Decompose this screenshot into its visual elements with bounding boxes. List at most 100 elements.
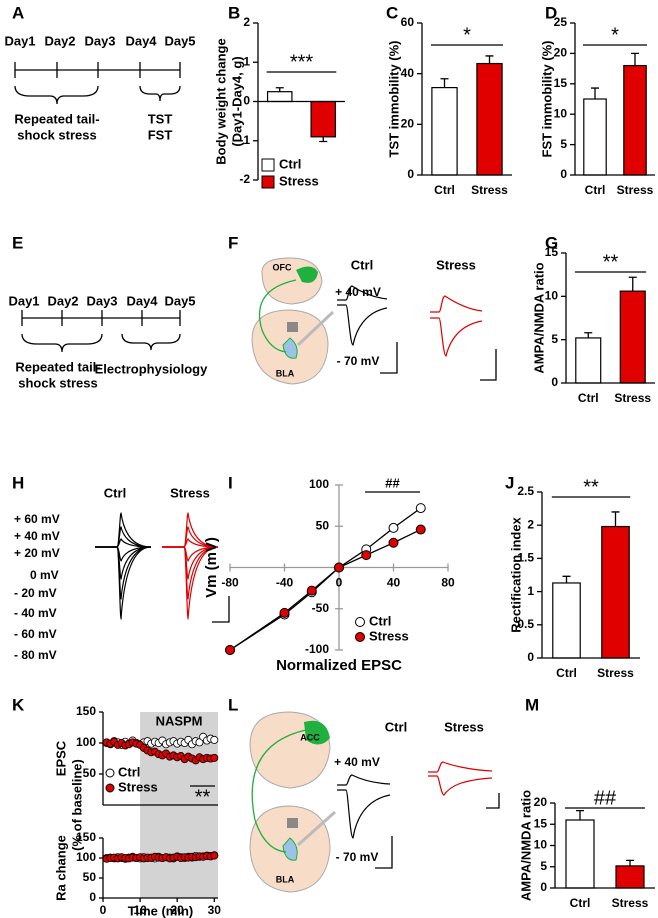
trace	[428, 775, 493, 796]
legend-swatch	[261, 175, 275, 189]
voltage-label: - 40 mV	[14, 606, 57, 620]
marker	[361, 550, 372, 561]
y-axis-label: Vm (mV)	[203, 537, 220, 598]
scale-bar	[486, 793, 500, 809]
brace	[139, 85, 181, 102]
day-label: Day3	[86, 293, 117, 308]
day-label: Day2	[47, 293, 78, 308]
day-label: Day5	[164, 33, 195, 48]
y-tick-label: 2	[243, 15, 250, 29]
bar	[266, 91, 293, 103]
y-tick-label: 0	[560, 167, 567, 181]
brace-label: TST	[148, 111, 173, 126]
panel-label: F	[228, 233, 238, 252]
error-bar	[584, 332, 593, 338]
y-axis-label: Body weight change	[213, 38, 228, 164]
trace	[95, 526, 152, 548]
electrode-holder	[287, 322, 298, 332]
voltage-label: 0 mV	[30, 568, 59, 582]
y-axis-label: Rectification index	[508, 516, 523, 632]
electrode	[296, 310, 335, 347]
region-label: ACC	[300, 732, 320, 742]
panel-label: L	[228, 695, 238, 714]
x-tick-label: Ctrl	[570, 896, 591, 910]
voltage-label: + 40 mV	[334, 755, 380, 769]
y-tick-label: 25	[554, 15, 568, 29]
legend-marker	[355, 617, 365, 627]
error-bar	[626, 859, 634, 866]
error-bar	[485, 55, 494, 64]
shade-label: NASPM	[156, 713, 203, 728]
day-label: Day1	[8, 293, 39, 308]
error-bar	[440, 78, 449, 88]
y-tick-label: 100	[76, 850, 96, 864]
marker	[279, 607, 290, 618]
region-label: BLA	[276, 874, 295, 884]
y-tick-label: 2.5	[517, 484, 534, 498]
brace-label: Repeated tail-	[14, 111, 99, 126]
trace	[95, 512, 152, 548]
error-bar	[562, 575, 571, 583]
x-tick-label: 30	[208, 903, 222, 917]
y-tick-label: 50	[83, 870, 97, 884]
y-tick-label: -2	[239, 172, 250, 186]
significance-label: *	[611, 24, 619, 46]
y-tick-label: 150	[76, 704, 96, 718]
marker	[415, 524, 426, 535]
panel-label: M	[525, 695, 539, 714]
x-tick-label: 20	[171, 903, 185, 917]
voltage-label: - 20 mV	[14, 586, 57, 600]
y-tick-label: 1	[243, 54, 250, 68]
bar	[310, 100, 337, 138]
error-bar	[631, 52, 639, 66]
voltage-label: - 70 mV	[337, 354, 380, 368]
x-axis-label: Normalized EPSC	[276, 657, 402, 674]
trace	[430, 295, 483, 313]
legend-label: Ctrl	[118, 764, 140, 779]
marker	[210, 851, 219, 860]
brace	[121, 333, 181, 351]
x-tick-label: Ctrl	[556, 666, 577, 680]
timeline-e: Day1 Day2 Day3 Day4 Day5 Repeated tail- …	[8, 293, 208, 390]
legend-label: Ctrl	[369, 613, 391, 628]
y-tick-label: 60	[401, 15, 415, 29]
brain-region	[282, 837, 298, 861]
trace	[162, 512, 219, 548]
panel-label: A	[12, 3, 24, 22]
y-tick-label: 20	[534, 795, 548, 809]
marker	[225, 645, 235, 655]
day-label: Day4	[126, 293, 158, 308]
y-tick-label: 100	[76, 735, 96, 749]
legend-label: Ctrl	[279, 156, 301, 171]
scale-bar	[212, 596, 230, 623]
y-tick-label: 20	[401, 117, 415, 131]
legend-label: Stress	[279, 173, 319, 188]
y-axis-label: FST immobility (%)	[539, 41, 554, 158]
bar	[615, 865, 645, 889]
marker	[210, 753, 219, 762]
bar	[619, 290, 646, 384]
trace	[95, 546, 152, 600]
marker	[388, 537, 399, 548]
panel-label: G	[545, 233, 558, 252]
trace	[430, 317, 483, 357]
y-axis-label: AMPA/NMDA ratio	[518, 790, 533, 901]
scale-bar	[480, 349, 497, 381]
group-label: Stress	[444, 719, 484, 734]
error-bar	[319, 136, 328, 143]
electrode	[297, 810, 336, 847]
error-bar	[591, 87, 599, 99]
recording-h: Ctrl Stress + 60 mV + 40 mV + 20 mV 0 mV…	[14, 485, 230, 662]
panel-label: I	[228, 473, 233, 492]
trace	[337, 774, 391, 786]
scale-bar	[375, 836, 393, 869]
significance-label: ##	[385, 475, 400, 490]
panel-label: J	[505, 473, 514, 492]
y-tick-label: 1	[527, 584, 534, 598]
significance-label: **	[603, 251, 619, 273]
y-tick-label: -100	[305, 642, 329, 656]
day-label: Day3	[84, 33, 115, 48]
marker	[415, 503, 426, 514]
y-axis-label: (% of baseline)	[69, 759, 84, 851]
electrode-holder	[287, 818, 298, 828]
